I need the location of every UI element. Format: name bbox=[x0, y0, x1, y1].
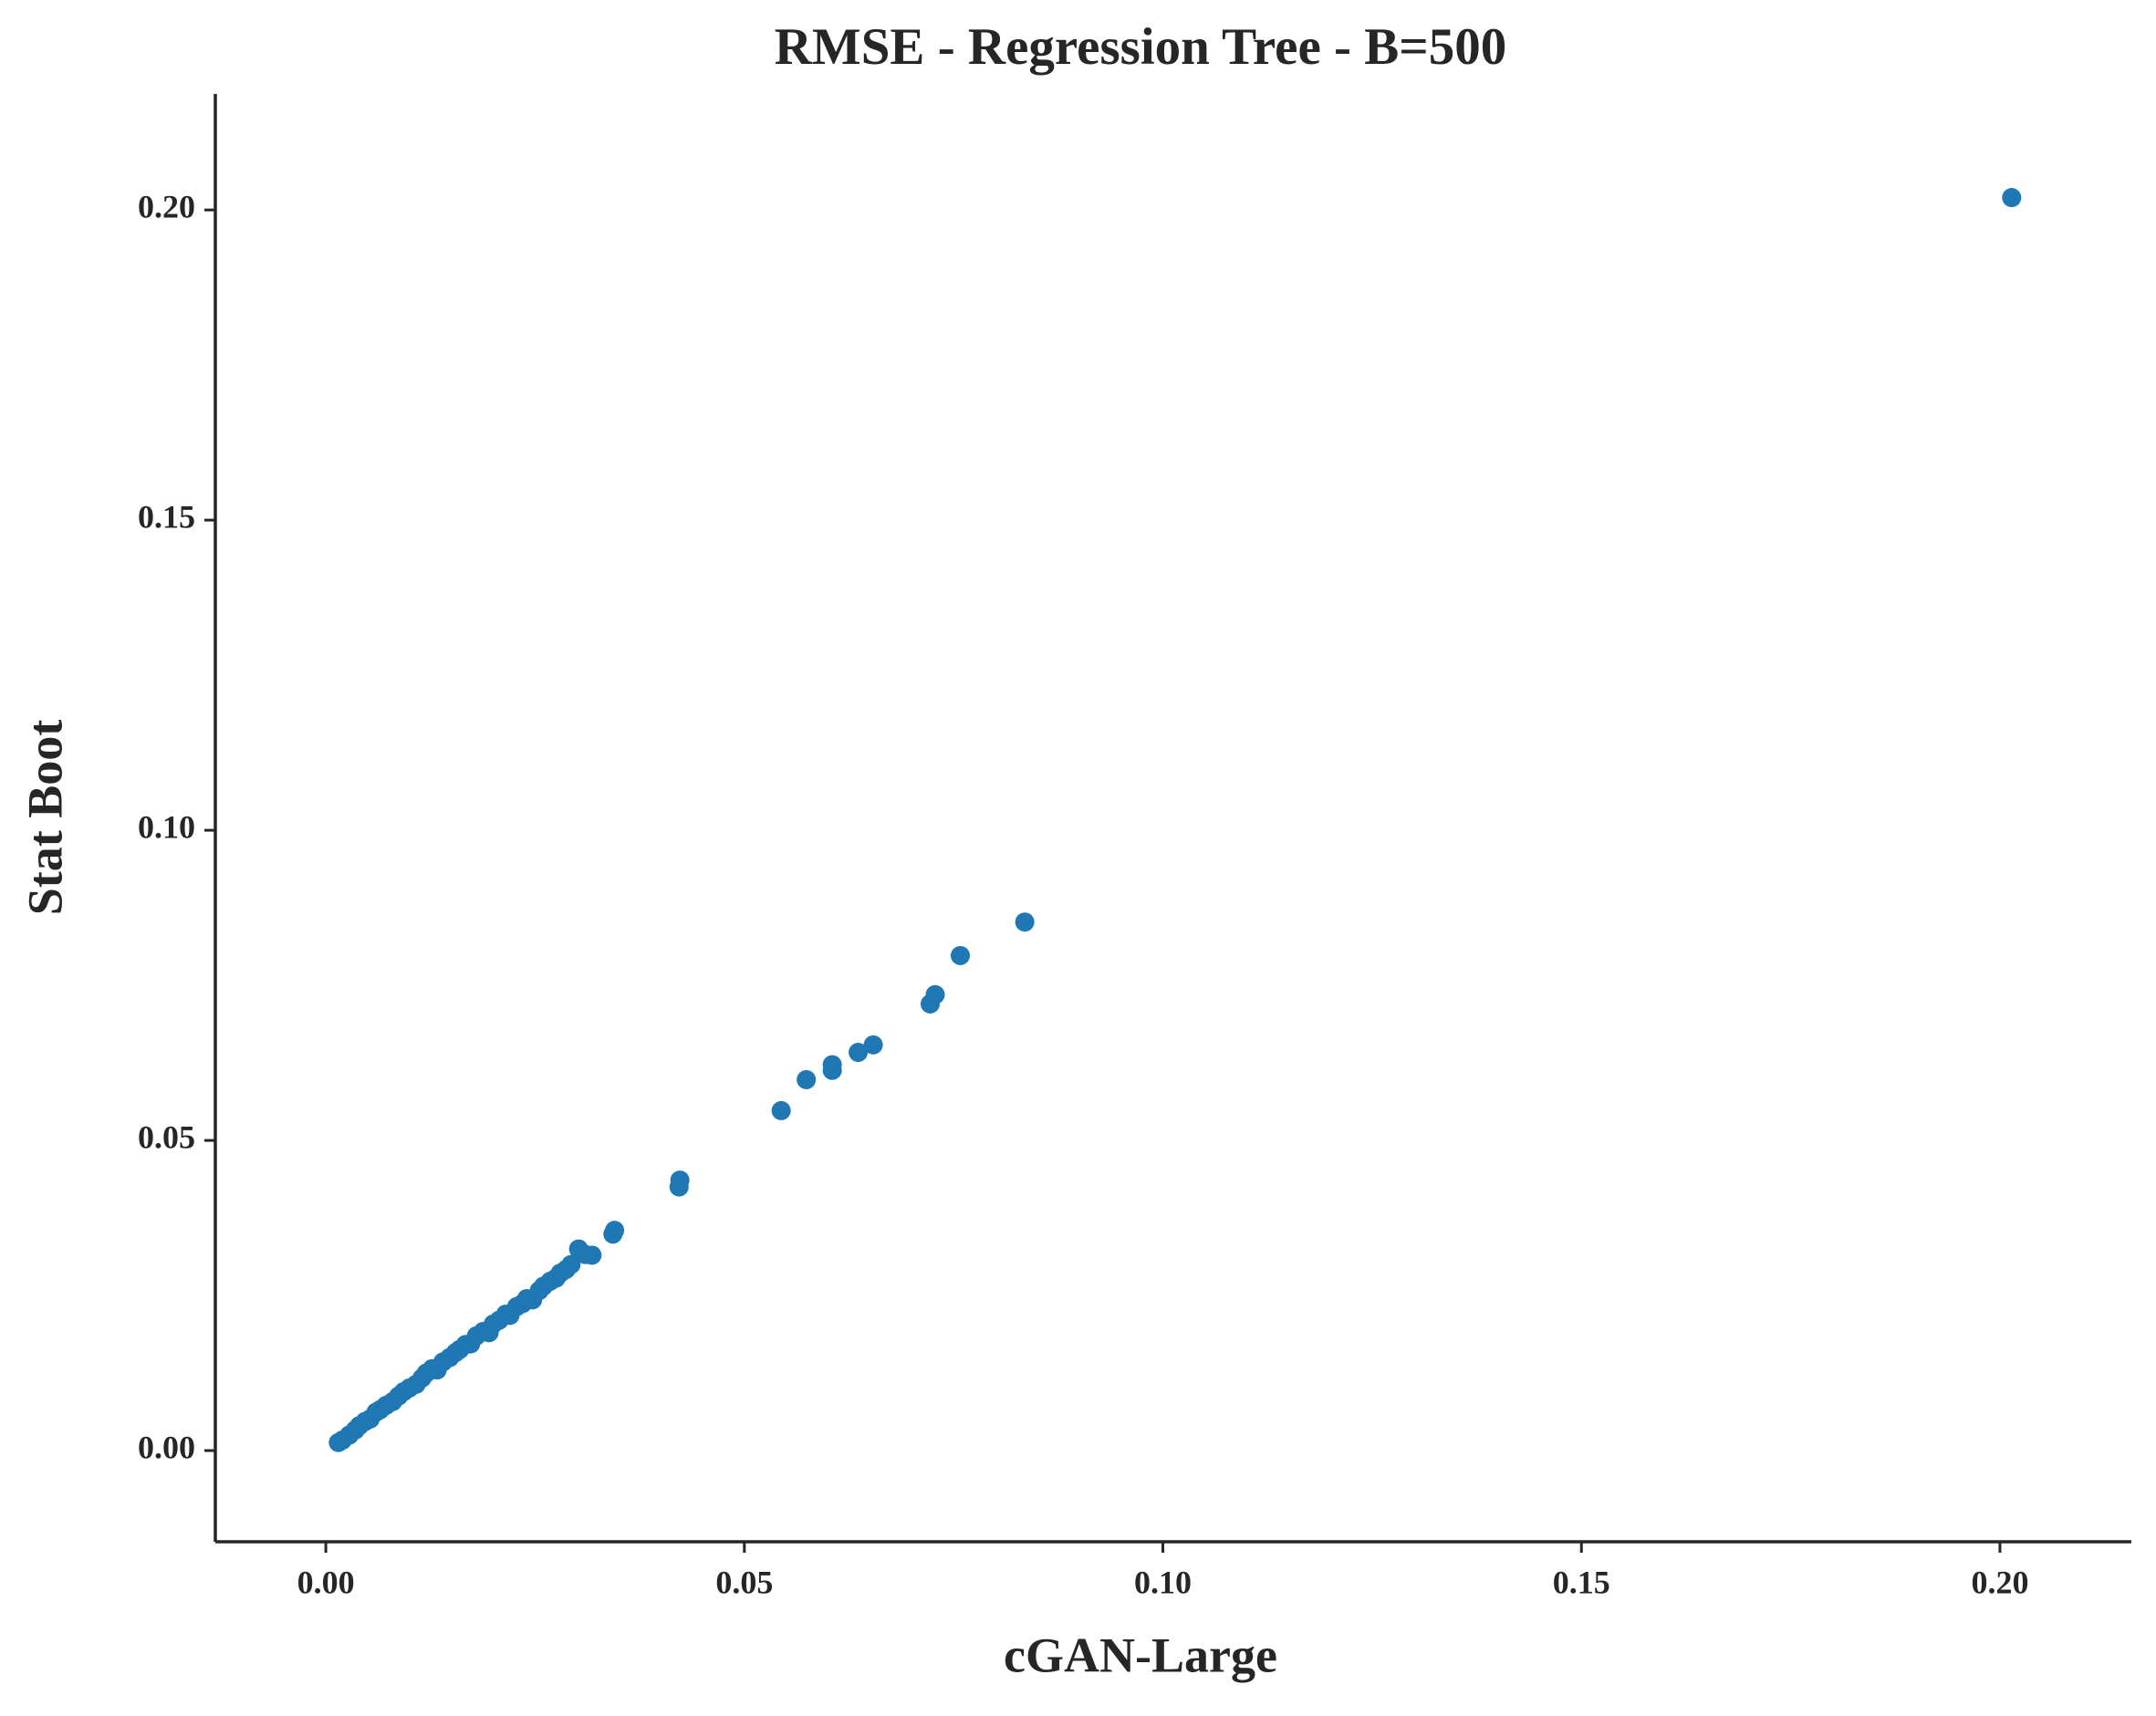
point bbox=[771, 1100, 791, 1120]
point bbox=[582, 1245, 602, 1265]
y-tick-label: 0.05 bbox=[138, 1118, 195, 1155]
x-axis-label: cGAN-Large bbox=[1004, 1628, 1277, 1682]
x-tick-label: 0.10 bbox=[1134, 1564, 1192, 1600]
y-axis-label: Stat Boot bbox=[17, 720, 72, 916]
point bbox=[849, 1043, 869, 1063]
x-tick-label: 0.20 bbox=[1971, 1564, 2028, 1600]
point bbox=[1015, 912, 1035, 932]
point bbox=[605, 1221, 625, 1241]
point bbox=[863, 1035, 883, 1055]
x-tick-label: 0.00 bbox=[297, 1564, 355, 1600]
chart-title: RMSE - Regression Tree - B=500 bbox=[775, 18, 1506, 76]
point bbox=[925, 984, 945, 1004]
x-tick-label: 0.05 bbox=[715, 1564, 773, 1600]
point bbox=[2002, 188, 2022, 208]
y-tick-label: 0.00 bbox=[138, 1429, 195, 1465]
y-tick-label: 0.20 bbox=[138, 188, 195, 224]
y-tick-label: 0.15 bbox=[138, 498, 195, 535]
y-tick-label: 0.10 bbox=[138, 808, 195, 845]
x-tick-label: 0.15 bbox=[1553, 1564, 1610, 1600]
point bbox=[822, 1055, 842, 1075]
point bbox=[951, 945, 971, 965]
point bbox=[797, 1069, 817, 1089]
point bbox=[670, 1170, 690, 1191]
point bbox=[561, 1254, 581, 1274]
